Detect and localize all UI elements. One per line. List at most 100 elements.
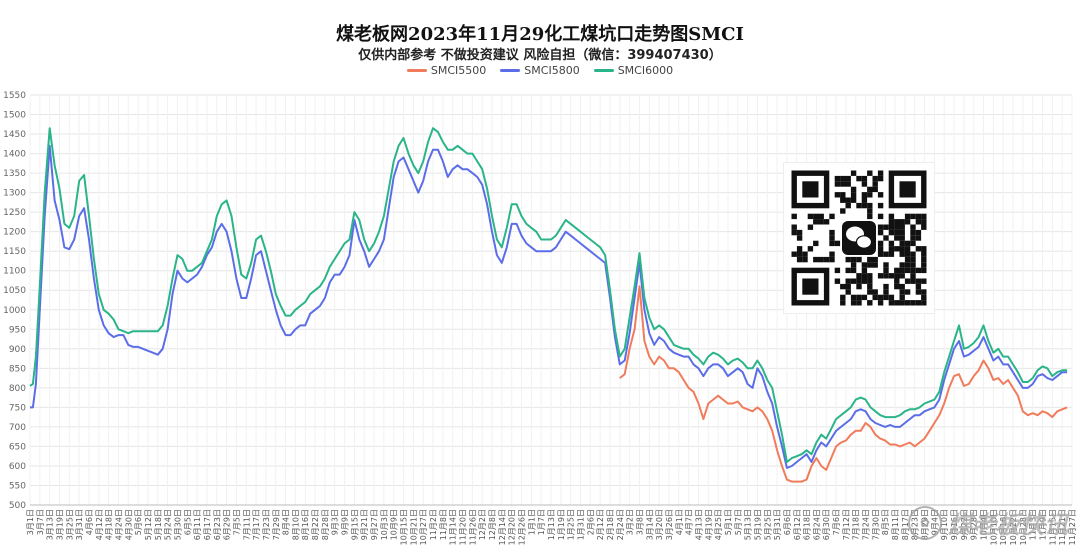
qr-module: [888, 251, 895, 257]
x-tick-label: 6月6日: [783, 509, 792, 535]
y-tick-label: 800: [9, 384, 26, 394]
x-tick-label: 3月1日: [26, 509, 35, 535]
qr-module: [877, 240, 884, 247]
qr-module: [850, 192, 857, 198]
y-tick-label: 700: [9, 423, 26, 433]
x-tick-label: 1月1日: [527, 509, 536, 535]
x-tick-label: 4月1日: [675, 509, 684, 535]
x-tick-label: 4月24日: [114, 509, 123, 540]
qr-module: [883, 262, 889, 268]
x-tick-label: 7月6日: [832, 509, 841, 535]
x-tick-label: 4月7日: [685, 509, 694, 535]
x-tick-label: 10月15日: [400, 509, 409, 545]
series-line-smci5800[interactable]: [30, 144, 1068, 469]
y-tick-label: 1450: [3, 130, 26, 140]
qr-module: [840, 192, 846, 198]
qr-module: [883, 283, 889, 290]
qr-module: [796, 256, 803, 263]
qr-module: [829, 256, 835, 263]
qr-module: [894, 224, 900, 230]
qr-module: [899, 273, 905, 279]
x-tick-label: 2月24日: [616, 509, 625, 540]
qr-module: [834, 175, 841, 182]
qr-module: [845, 256, 851, 263]
x-tick-label: 9月21日: [360, 509, 369, 540]
y-tick-label: 550: [9, 481, 26, 491]
qr-module: [899, 267, 905, 274]
qr-module: [921, 219, 927, 225]
legend-item-smci6000[interactable]: SMCI6000: [593, 64, 673, 77]
x-tick-label: 9月9日: [341, 509, 350, 535]
qr-module: [861, 192, 868, 198]
x-tick-label: 6月12日: [793, 509, 802, 540]
x-tick-label: 3月25日: [65, 509, 74, 540]
x-tick-label: 7月30日: [871, 509, 880, 540]
x-tick-label: 1月19日: [557, 509, 566, 540]
x-tick-label: 8月22日: [311, 509, 320, 540]
x-tick-label: 3月8日: [635, 509, 644, 535]
legend-item-smci5500[interactable]: SMCI5500: [406, 64, 486, 77]
qr-module: [850, 170, 857, 176]
qr-module: [888, 229, 895, 236]
qr-module: [904, 219, 911, 225]
qr-module: [915, 246, 922, 252]
qr-module: [840, 175, 846, 182]
x-tick-label: 5月19日: [753, 509, 762, 540]
qr-module: [840, 181, 846, 187]
qr-module: [899, 235, 905, 241]
x-tick-label: 4月6日: [85, 509, 94, 535]
qr-module: [904, 300, 911, 306]
qr-module: [899, 224, 905, 230]
qr-finder: [802, 181, 819, 198]
x-tick-label: 6月24日: [812, 509, 821, 540]
x-tick-label: 6月11日: [193, 509, 202, 540]
qr-module: [888, 213, 895, 220]
qr-module: [904, 267, 911, 274]
x-tick-label: 2月18日: [606, 509, 615, 540]
qr-module: [894, 235, 900, 241]
qr-module: [818, 213, 824, 220]
x-tick-label: 3月31日: [75, 509, 84, 540]
y-tick-label: 1400: [3, 150, 26, 160]
x-tick-label: 9月16日: [950, 509, 959, 540]
qr-module: [877, 229, 884, 236]
y-tick-label: 1150: [3, 247, 26, 257]
qr-module: [856, 283, 862, 290]
qr-module: [802, 251, 808, 257]
qr-code: [783, 162, 935, 314]
qr-module: [921, 224, 927, 230]
x-tick-label: 4月25日: [714, 509, 723, 540]
qr-module: [910, 213, 916, 220]
series-line-smci6000[interactable]: [29, 127, 1068, 463]
y-tick-label: 1100: [3, 267, 26, 277]
qr-module: [872, 294, 878, 301]
x-tick-label: 8月10日: [291, 509, 300, 540]
y-tick-label: 1000: [3, 306, 26, 316]
x-tick-label: 8月11日: [891, 509, 900, 540]
qr-module: [877, 213, 884, 220]
x-tick-label: 12月8日: [488, 509, 497, 540]
x-tick-label: 3月20日: [655, 509, 664, 540]
qr-module: [867, 170, 873, 176]
qr-finder: [899, 181, 916, 198]
x-tick-label: 8月17日: [901, 509, 910, 540]
chart-title: 煤老板网2023年11月29化工煤坑口走势图SMCI: [336, 24, 744, 45]
x-tick-label: 3月7日: [36, 509, 45, 535]
qr-module: [818, 256, 824, 263]
x-tick-label: 8月28日: [321, 509, 330, 540]
legend-item-smci5800[interactable]: SMCI5800: [500, 64, 580, 77]
qr-module: [850, 278, 857, 284]
x-tick-label: 7月29日: [272, 509, 281, 540]
qr-module: [813, 256, 819, 263]
x-tick-label: 3月13日: [46, 509, 55, 540]
x-tick-label: 3月26日: [665, 509, 674, 540]
qr-module: [910, 278, 916, 284]
y-tick-label: 850: [9, 364, 26, 374]
x-tick-label: 11月2日: [429, 509, 438, 540]
qr-module: [867, 278, 873, 284]
qr-module: [840, 208, 846, 214]
series-line-smci5500[interactable]: [619, 285, 1068, 483]
qr-module: [845, 289, 851, 295]
qr-module: [915, 213, 922, 220]
qr-module: [899, 251, 905, 257]
